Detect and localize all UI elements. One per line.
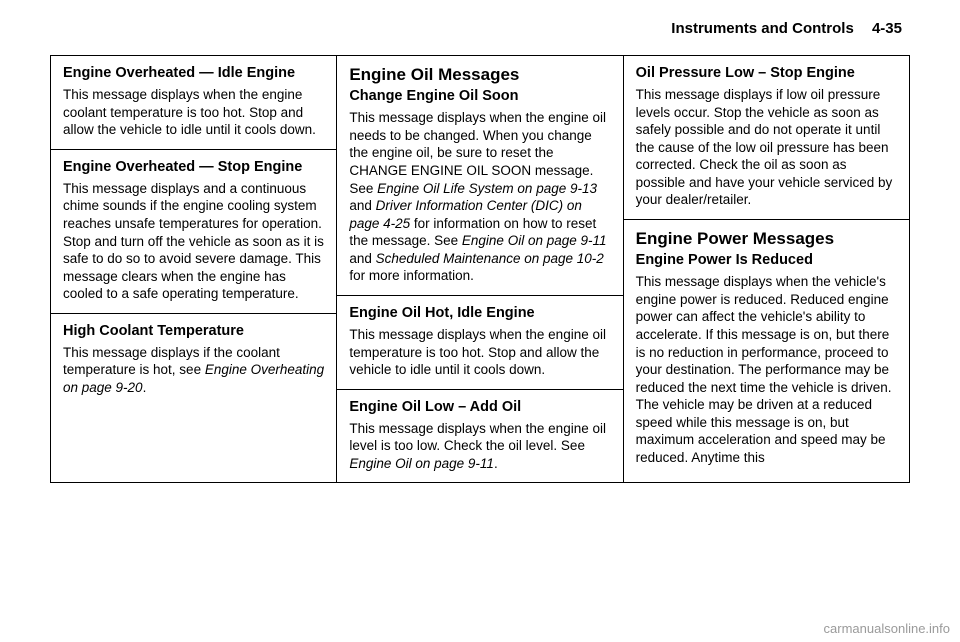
sub-heading: Engine Oil Hot, Idle Engine bbox=[349, 304, 610, 322]
sub-heading: Engine Overheated — Stop Engine bbox=[63, 158, 324, 176]
block-oil-low-add: Engine Oil Low – Add Oil This message di… bbox=[337, 389, 622, 483]
sub-heading: Change Engine Oil Soon bbox=[349, 87, 610, 105]
sub-heading: Engine Oil Low – Add Oil bbox=[349, 398, 610, 416]
manual-page: Instruments and Controls 4-35 Engine Ove… bbox=[0, 0, 960, 642]
body-text: This message displays when the vehicle's… bbox=[636, 273, 897, 466]
page-header: Instruments and Controls 4-35 bbox=[50, 20, 910, 37]
block-high-coolant: High Coolant Temperature This message di… bbox=[51, 313, 336, 407]
section-heading: Engine Power Messages bbox=[636, 228, 897, 249]
block-overheated-stop: Engine Overheated — Stop Engine This mes… bbox=[51, 149, 336, 313]
column-2: Engine Oil Messages Change Engine Oil So… bbox=[336, 55, 623, 483]
body-text: This message displays and a continuous c… bbox=[63, 180, 324, 303]
column-3: Oil Pressure Low – Stop Engine This mess… bbox=[623, 55, 910, 483]
block-oil-pressure-low: Oil Pressure Low – Stop Engine This mess… bbox=[624, 56, 909, 219]
column-1: Engine Overheated — Idle Engine This mes… bbox=[50, 55, 337, 483]
sub-heading: Engine Overheated — Idle Engine bbox=[63, 64, 324, 82]
section-heading: Engine Oil Messages bbox=[349, 64, 610, 85]
body-text: This message displays when the engine oi… bbox=[349, 326, 610, 379]
sub-heading: Engine Power Is Reduced bbox=[636, 251, 897, 269]
block-overheated-idle: Engine Overheated — Idle Engine This mes… bbox=[51, 56, 336, 149]
body-text: This message displays when the engine co… bbox=[63, 86, 324, 139]
block-oil-hot-idle: Engine Oil Hot, Idle Engine This message… bbox=[337, 295, 622, 389]
body-text: This message displays if low oil pressur… bbox=[636, 86, 897, 209]
page-number: 4-35 bbox=[872, 20, 902, 37]
body-text: This message displays if the coolant tem… bbox=[63, 344, 324, 397]
header-title: Instruments and Controls bbox=[671, 20, 854, 37]
block-change-oil-soon: Engine Oil Messages Change Engine Oil So… bbox=[337, 56, 622, 295]
watermark: carmanualsonline.info bbox=[824, 621, 950, 636]
sub-heading: High Coolant Temperature bbox=[63, 322, 324, 340]
block-engine-power-reduced: Engine Power Messages Engine Power Is Re… bbox=[624, 219, 909, 476]
body-text: This message displays when the engine oi… bbox=[349, 109, 610, 284]
sub-heading: Oil Pressure Low – Stop Engine bbox=[636, 64, 897, 82]
body-text: This message displays when the engine oi… bbox=[349, 420, 610, 473]
content-columns: Engine Overheated — Idle Engine This mes… bbox=[50, 55, 910, 483]
